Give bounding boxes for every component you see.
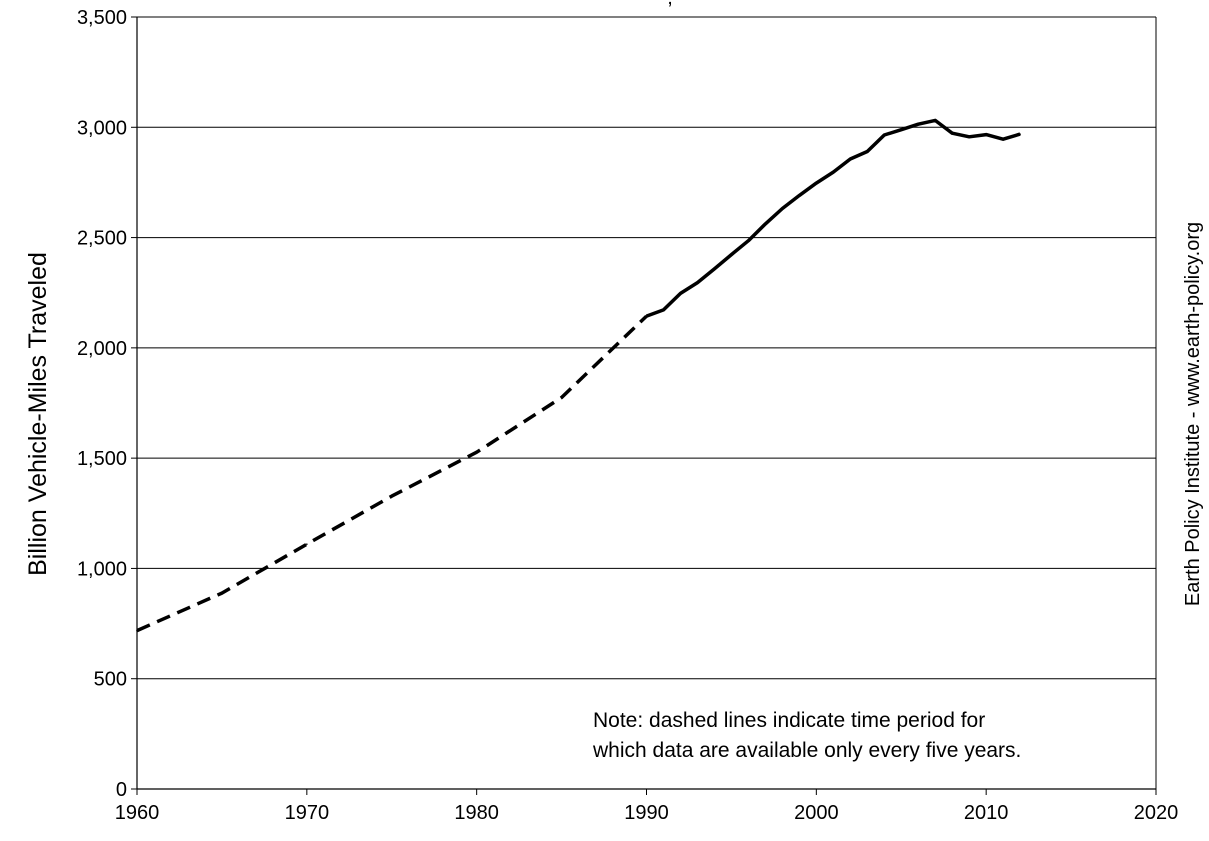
y-axis-title: Billion Vehicle-Miles Traveled <box>24 252 52 576</box>
data-point <box>713 268 716 270</box>
data-point <box>883 134 886 136</box>
data-point <box>475 451 478 453</box>
data-point <box>815 182 818 184</box>
y-tick-label: 500 <box>94 669 127 691</box>
note-line-1: Note: dashed lines indicate time period … <box>593 709 985 732</box>
x-tick-label: 2020 <box>1134 802 1179 824</box>
data-point <box>781 207 784 210</box>
data-point <box>951 132 953 135</box>
x-tick-label: 1980 <box>454 802 499 824</box>
data-point <box>985 133 987 136</box>
plot-frame <box>136 17 1157 790</box>
y-tick-label: 3,000 <box>77 117 127 139</box>
y-axis-ticks: 0 500 1,000 1,500 2,000 2,500 3,000 3,500 <box>77 7 137 801</box>
source-credit: Earth Policy Institute - www.earth-polic… <box>1182 222 1204 606</box>
data-point <box>798 194 801 197</box>
data-point <box>832 171 835 173</box>
series-line-solid <box>645 118 1021 318</box>
chart-note: Note: dashed lines indicate time period … <box>592 709 1021 762</box>
chart-title-fragment: , <box>667 0 673 9</box>
data-point <box>645 315 648 317</box>
data-point <box>306 543 308 545</box>
y-tick-label: 2,500 <box>77 228 127 250</box>
data-point <box>1002 138 1004 140</box>
data-point <box>136 629 138 632</box>
data-point <box>1019 133 1021 135</box>
y-tick-label: 1,000 <box>77 558 127 580</box>
data-point <box>730 253 733 256</box>
data-series <box>136 118 1021 633</box>
series-line-dashed <box>136 314 648 633</box>
x-axis-ticks: 1960 1970 1980 1990 2000 2010 2020 <box>115 789 1179 824</box>
y-tick-label: 1,500 <box>77 448 127 470</box>
data-point <box>662 309 665 311</box>
x-tick-label: 1990 <box>624 802 669 824</box>
data-point <box>764 223 767 225</box>
data-point <box>696 281 699 284</box>
data-point <box>934 119 937 122</box>
data-point <box>390 495 393 497</box>
x-tick-label: 2010 <box>964 802 1009 824</box>
data-point <box>679 292 682 295</box>
data-point <box>849 158 852 160</box>
data-point <box>560 396 563 399</box>
data-point <box>917 123 920 125</box>
x-tick-label: 2000 <box>794 802 839 824</box>
data-point <box>221 592 223 594</box>
x-tick-label: 1970 <box>285 802 330 824</box>
y-tick-label: 2,000 <box>77 338 127 360</box>
note-line-2: which data are available only every five… <box>592 739 1021 762</box>
data-point <box>747 239 750 242</box>
gridlines <box>137 16 1156 680</box>
y-tick-label: 3,500 <box>77 7 127 29</box>
data-point <box>900 128 903 131</box>
data-point <box>866 150 869 153</box>
y-tick-label: 0 <box>116 779 127 801</box>
x-tick-label: 1960 <box>115 802 160 824</box>
data-point <box>968 135 970 138</box>
